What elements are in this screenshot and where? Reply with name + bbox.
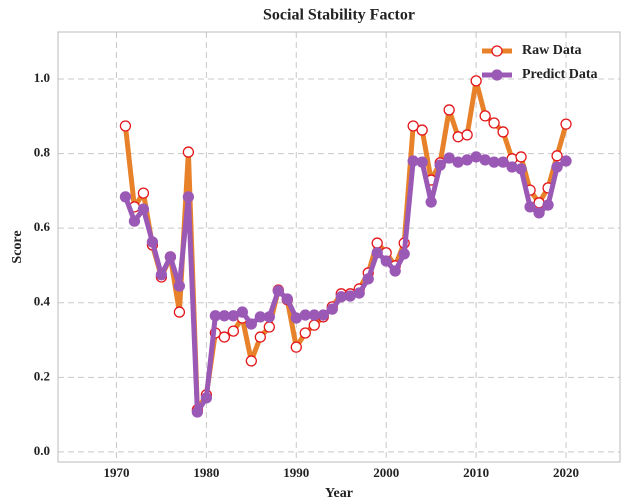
data-point	[533, 207, 545, 219]
data-point	[326, 303, 338, 315]
data-point	[560, 155, 572, 167]
data-point	[119, 191, 132, 203]
data-point	[200, 392, 213, 404]
data-point	[416, 124, 428, 136]
legend-marker	[491, 69, 503, 81]
data-point	[479, 110, 491, 122]
x-tick-label: 2010	[463, 465, 489, 480]
data-point	[173, 306, 186, 318]
data-point	[263, 311, 275, 323]
data-point	[461, 129, 473, 141]
data-point	[515, 151, 527, 163]
data-point	[173, 280, 186, 292]
data-point	[425, 196, 437, 208]
data-point	[137, 187, 150, 199]
data-point	[560, 118, 572, 130]
y-tick-label: 0.4	[34, 294, 51, 309]
data-point	[236, 306, 248, 318]
plot-frame	[57, 31, 621, 463]
data-point	[443, 152, 455, 164]
data-point	[434, 159, 446, 171]
data-point	[146, 236, 159, 248]
data-point	[164, 251, 177, 263]
data-point	[488, 117, 500, 129]
data-point	[317, 309, 329, 321]
data-point	[155, 269, 168, 281]
data-point	[245, 355, 257, 367]
y-tick-label: 0.2	[34, 368, 50, 383]
data-point	[443, 104, 455, 116]
data-point	[272, 285, 284, 297]
data-point	[218, 331, 231, 343]
data-point	[137, 203, 150, 215]
data-point	[497, 126, 509, 138]
data-point	[182, 146, 195, 158]
data-point	[551, 161, 563, 173]
y-tick-label: 0.8	[34, 145, 51, 160]
legend-marker	[491, 45, 503, 57]
data-point	[380, 255, 392, 267]
x-tick-label: 1980	[193, 465, 219, 480]
data-point	[524, 201, 536, 213]
data-point	[254, 331, 266, 343]
data-point	[389, 265, 401, 277]
chart-title: Social Stability Factor	[263, 7, 415, 24]
data-point	[407, 120, 419, 132]
data-point	[263, 321, 275, 333]
data-point	[515, 163, 527, 175]
x-tick-label: 1990	[283, 465, 309, 480]
data-point	[191, 406, 204, 418]
y-tick-label: 1.0	[34, 70, 50, 85]
y-tick-label: 0.0	[34, 443, 50, 458]
data-point	[353, 287, 365, 299]
legend-label: Predict Data	[522, 67, 598, 82]
data-point	[119, 120, 132, 132]
data-point	[506, 161, 518, 173]
data-point	[362, 273, 374, 285]
data-point	[470, 75, 482, 87]
data-point	[542, 199, 554, 211]
data-point	[281, 293, 293, 305]
data-point	[416, 156, 428, 168]
data-point	[299, 327, 311, 339]
x-axis-label: Year	[325, 486, 353, 501]
data-point	[308, 319, 320, 331]
x-tick-label: 1970	[103, 465, 129, 480]
data-point	[452, 131, 464, 143]
data-point	[371, 247, 383, 259]
data-point	[227, 325, 239, 337]
data-point	[128, 215, 141, 227]
data-point	[371, 237, 383, 249]
legend-label: Raw Data	[522, 43, 582, 58]
data-point	[182, 191, 195, 203]
x-tick-label: 2020	[553, 465, 579, 480]
data-point	[551, 150, 563, 162]
x-tick-label: 2000	[373, 465, 399, 480]
data-point	[290, 341, 302, 353]
data-point	[497, 156, 509, 168]
data-point	[245, 318, 257, 330]
data-point	[398, 248, 410, 260]
y-tick-label: 0.6	[34, 219, 51, 234]
y-axis-label: Score	[10, 230, 25, 263]
